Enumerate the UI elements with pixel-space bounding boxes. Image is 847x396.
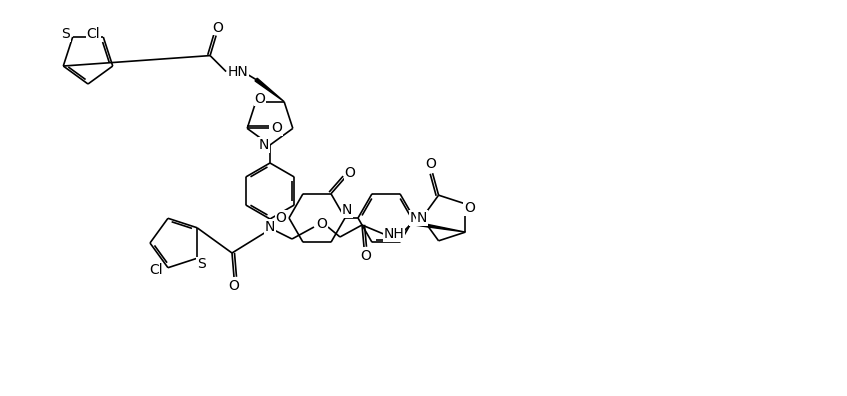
Text: O: O (361, 249, 372, 263)
Text: S: S (61, 27, 70, 41)
Text: O: O (275, 211, 286, 225)
Text: O: O (425, 157, 436, 171)
Polygon shape (255, 78, 284, 102)
Text: N: N (342, 203, 352, 217)
Text: Cl: Cl (149, 263, 163, 277)
Text: N: N (265, 220, 275, 234)
Text: HN: HN (228, 65, 248, 78)
Text: O: O (317, 217, 328, 231)
Text: O: O (464, 201, 475, 215)
Text: O: O (213, 21, 224, 34)
Text: N: N (410, 211, 420, 225)
Text: N: N (417, 211, 427, 225)
Text: O: O (345, 166, 356, 180)
Text: O: O (254, 91, 265, 106)
Polygon shape (412, 221, 465, 232)
Text: NH: NH (384, 227, 404, 241)
Text: S: S (197, 257, 206, 271)
Text: O: O (272, 122, 283, 135)
Text: O: O (229, 279, 240, 293)
Text: N: N (259, 138, 269, 152)
Text: Cl: Cl (86, 27, 100, 41)
